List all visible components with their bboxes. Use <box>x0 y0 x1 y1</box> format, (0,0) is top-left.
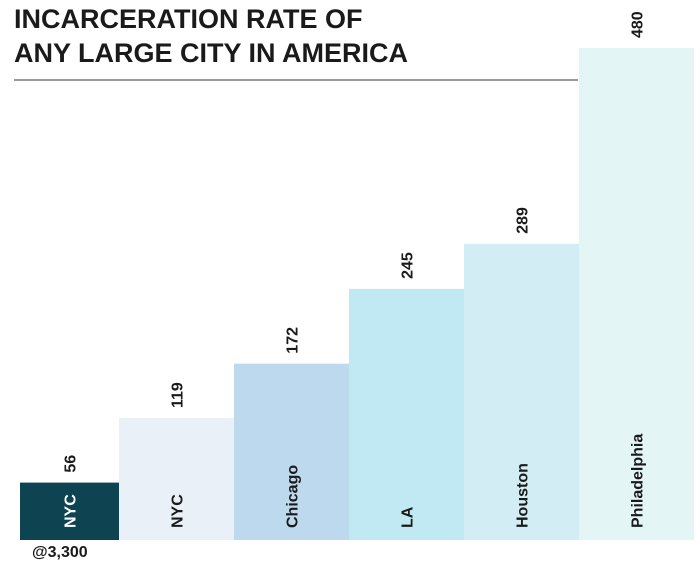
value-label: 56 <box>63 455 80 473</box>
bar <box>20 482 119 540</box>
value-label: 119 <box>170 382 187 408</box>
category-label: Houston <box>515 463 532 528</box>
category-label: LA <box>400 506 417 528</box>
value-label: 289 <box>515 207 532 234</box>
chart-title: ANY LARGE CITY IN AMERICA <box>14 38 408 68</box>
bar <box>119 418 234 540</box>
annotation: @3,300 <box>32 544 88 561</box>
chart-title: INCARCERATION RATE OF <box>14 4 362 34</box>
category-label: Philadelphia <box>630 434 647 528</box>
value-label: 172 <box>285 327 302 354</box>
bar <box>464 243 579 540</box>
category-label: NYC <box>63 494 80 528</box>
bar <box>349 288 464 540</box>
value-label: 245 <box>400 252 417 279</box>
bar <box>579 48 694 540</box>
value-label: 480 <box>630 11 647 38</box>
category-label: NYC <box>170 494 187 528</box>
bar <box>234 363 349 540</box>
category-label: Chicago <box>285 465 302 528</box>
